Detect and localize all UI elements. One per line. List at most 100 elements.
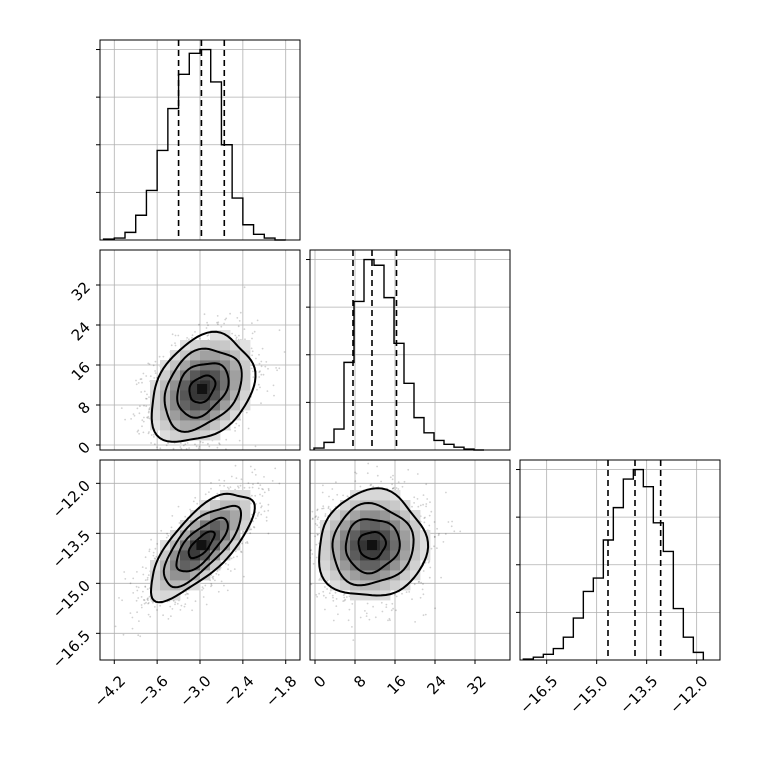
scatter-point <box>232 556 235 559</box>
contour-level-1 <box>175 516 229 573</box>
scatter-point <box>147 362 150 365</box>
scatter-point <box>145 567 147 569</box>
density-cell <box>170 530 181 541</box>
scatter-point <box>142 573 145 576</box>
scatter-point <box>332 596 334 599</box>
scatter-point <box>202 596 205 598</box>
scatter-point <box>142 590 144 593</box>
scatter-point <box>260 513 263 516</box>
scatter-point <box>260 373 263 376</box>
scatter-point <box>389 619 391 622</box>
scatter-point <box>316 509 319 512</box>
scatter-point <box>167 442 170 444</box>
scatter-point <box>345 596 348 598</box>
scatter-point <box>352 639 355 641</box>
density-cell <box>200 400 211 411</box>
scatter-point <box>372 605 374 608</box>
density-cell <box>380 520 391 531</box>
density-cell <box>410 560 421 571</box>
scatter-point <box>445 491 447 494</box>
scatter-point <box>250 528 253 531</box>
density-cell <box>180 550 191 561</box>
scatter-point <box>251 513 253 516</box>
scatter-point <box>250 367 253 370</box>
scatter-point <box>403 480 406 483</box>
density-cell <box>370 550 381 561</box>
density-cell <box>170 420 181 431</box>
scatter-point <box>334 591 337 594</box>
density-cell <box>380 550 391 561</box>
scatter-point <box>278 329 281 332</box>
scatter-point <box>261 495 264 497</box>
density-cell <box>200 390 211 401</box>
scatter-point <box>223 479 226 482</box>
scatter-point <box>228 488 230 490</box>
density-cell <box>230 370 241 381</box>
scatter-point <box>135 585 138 588</box>
scatter-point <box>430 547 433 550</box>
density-cell <box>320 530 331 541</box>
scatter-point <box>140 378 143 380</box>
scatter-point <box>145 397 147 400</box>
scatter-point <box>335 481 337 484</box>
density-cell <box>180 400 191 411</box>
scatter-point <box>162 355 165 358</box>
scatter-point <box>160 458 162 460</box>
density-cell <box>190 410 201 421</box>
scatter-point <box>114 625 117 628</box>
scatter-point <box>391 487 394 490</box>
panel-frame <box>99 39 301 241</box>
density-cell <box>220 510 231 521</box>
panel-frame <box>519 459 721 661</box>
scatter-point <box>367 462 370 465</box>
scatter-point <box>251 486 254 489</box>
scatter-point <box>417 581 420 583</box>
scatter-point <box>316 518 319 521</box>
scatter-point <box>257 487 260 490</box>
scatter-point <box>172 447 175 450</box>
scatter-point <box>151 600 154 602</box>
scatter-point <box>423 521 426 524</box>
scatter-point <box>329 508 332 511</box>
scatter-point <box>260 365 263 368</box>
density-cell <box>320 550 331 561</box>
density-cell <box>370 510 381 521</box>
scatter-point <box>304 494 306 496</box>
density-cell <box>240 390 251 401</box>
scatter-point <box>433 521 436 523</box>
scatter-point <box>235 336 238 339</box>
scatter-point <box>185 448 188 450</box>
scatter-point <box>395 487 398 489</box>
scatter-point <box>307 559 309 561</box>
scatter-point <box>152 554 155 557</box>
scatter-point <box>420 581 422 584</box>
scatter-point <box>335 605 338 607</box>
x-tick-label: 32 <box>464 672 490 698</box>
scatter-point <box>141 425 143 428</box>
panel-content <box>100 460 300 660</box>
scatter-point <box>395 595 398 598</box>
scatter-point <box>222 450 224 452</box>
scatter-point <box>421 588 424 591</box>
density-cell <box>220 500 231 511</box>
scatter-point <box>237 325 240 328</box>
density-cell <box>330 580 341 591</box>
scatter-point <box>242 531 245 533</box>
scatter-point <box>141 419 144 421</box>
hist-panel-p0 <box>96 39 301 241</box>
scatter-point <box>186 592 188 595</box>
scatter-point <box>364 610 366 612</box>
scatter-point <box>332 619 335 622</box>
scatter-point <box>188 338 190 341</box>
scatter-point <box>428 576 431 579</box>
scatter-point <box>150 538 153 541</box>
scatter-point <box>179 609 182 611</box>
scatter-point <box>211 576 214 579</box>
scatter-point <box>145 397 148 400</box>
scatter-point <box>195 445 198 448</box>
scatter-point <box>156 609 158 611</box>
scatter-point <box>201 586 204 588</box>
density-cell <box>220 340 231 351</box>
scatter-point <box>204 584 207 587</box>
scatter-point <box>318 579 321 581</box>
